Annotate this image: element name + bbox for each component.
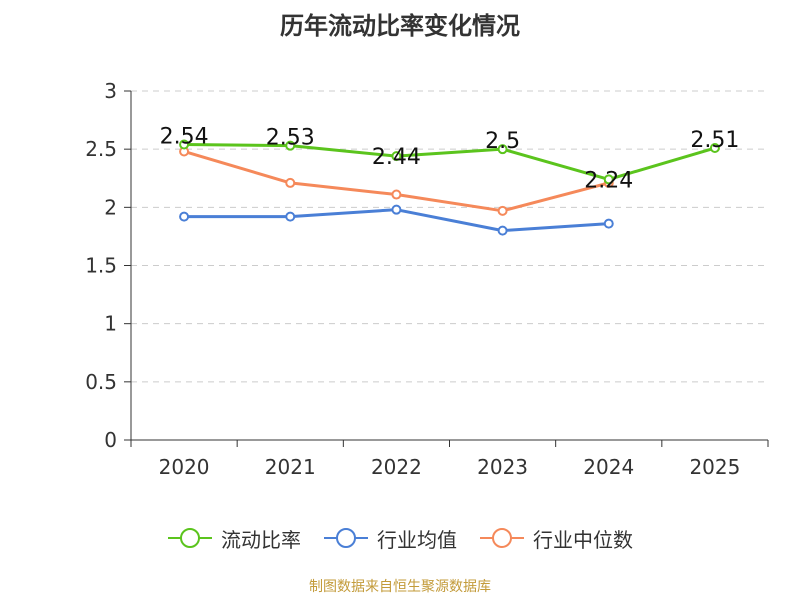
series-2 — [179, 146, 614, 216]
data-point — [497, 205, 508, 216]
data-label: 2.44 — [372, 145, 421, 170]
legend-swatch — [324, 528, 368, 548]
y-tick-label: 1 — [104, 312, 117, 336]
data-label: 2.51 — [690, 128, 739, 153]
data-point — [497, 144, 508, 155]
source-note: 制图数据来自恒生聚源数据库 — [309, 579, 491, 595]
data-point — [285, 177, 296, 188]
data-point — [603, 174, 614, 185]
legend-marker — [180, 528, 200, 548]
series-line — [184, 143, 716, 181]
x-tick-label: 2022 — [371, 455, 422, 479]
data-point — [285, 140, 296, 151]
legend-swatch — [168, 528, 212, 548]
legend-marker — [492, 528, 512, 548]
data-label: 2.24 — [584, 168, 633, 193]
legend-label: 行业中位数 — [533, 527, 633, 552]
data-point — [603, 218, 614, 229]
series-0 — [179, 139, 720, 185]
x-tick-label: 2021 — [265, 455, 316, 479]
legend-marker — [336, 528, 356, 548]
legend-label: 流动比率 — [221, 527, 301, 552]
legend-item[interactable]: 行业中位数 — [479, 524, 633, 553]
data-point — [709, 143, 720, 154]
x-tick-label: 2024 — [583, 455, 634, 479]
data-point — [391, 151, 402, 162]
data-point — [285, 211, 296, 222]
x-tick-label: 2023 — [477, 455, 528, 479]
data-point — [179, 139, 190, 150]
legend-label: 行业均值 — [377, 527, 457, 552]
data-label: 2.54 — [160, 125, 209, 150]
legend-item[interactable]: 流动比率 — [167, 524, 301, 553]
y-tick-label: 3 — [104, 79, 117, 103]
y-tick-label: 2 — [104, 195, 117, 219]
data-label: 2.5 — [485, 129, 520, 154]
x-tick-label: 2020 — [159, 455, 210, 479]
data-point — [179, 211, 190, 222]
series-1 — [179, 204, 614, 236]
y-tick-label: 0 — [104, 428, 117, 452]
y-tick-label: 1.5 — [85, 254, 117, 278]
y-tick-label: 0.5 — [85, 370, 117, 394]
data-label: 2.53 — [266, 126, 315, 151]
legend-swatch — [480, 528, 524, 548]
data-point — [497, 225, 508, 236]
data-point — [391, 204, 402, 215]
data-point — [391, 189, 402, 200]
legend: 流动比率 行业均值 行业中位数 — [0, 520, 800, 556]
x-tick-label: 2025 — [689, 455, 740, 479]
legend-item[interactable]: 行业均值 — [323, 524, 457, 553]
y-tick-label: 2.5 — [85, 137, 117, 161]
chart-title: 历年流动比率变化情况 — [280, 12, 520, 40]
